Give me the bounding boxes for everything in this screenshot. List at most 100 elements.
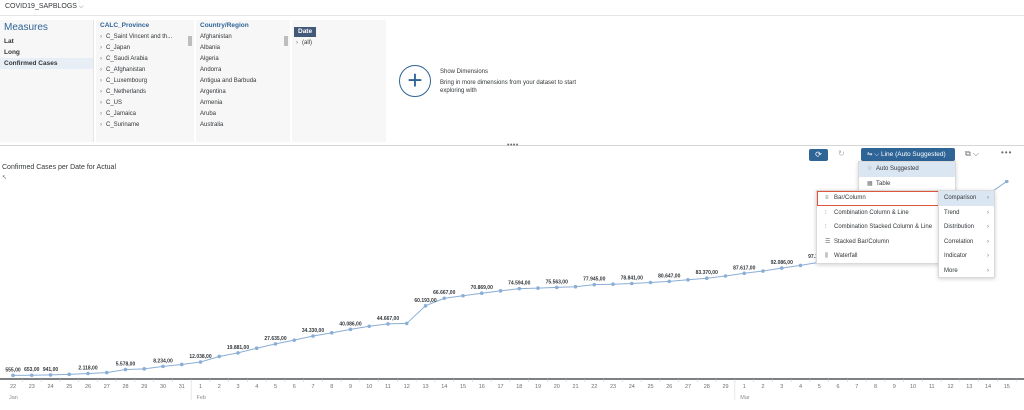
menu-item-combination-column-line[interactable]: ⫶ Combination Column & Line (817, 206, 939, 221)
menu-item-waterfall[interactable]: ⫼ Waterfall (817, 249, 939, 264)
more-button[interactable]: ••• (1001, 148, 1012, 157)
x-tick-label: 5 (274, 384, 277, 390)
x-tick-label: 14 (441, 384, 447, 390)
province-item[interactable]: › C_Saudi Arabia (96, 54, 194, 65)
x-tick-label: 10 (910, 384, 916, 390)
menu-item-table[interactable]: ▦ Table (859, 177, 955, 192)
measure-long[interactable]: Long (4, 49, 20, 56)
stacked-bar-icon: ☰ (825, 238, 831, 245)
refresh-button[interactable]: ⟳ (809, 149, 828, 161)
country-scrollbar[interactable] (284, 36, 288, 46)
data-point (311, 334, 315, 338)
chevron-right-icon: › (987, 238, 989, 245)
menu-category-more[interactable]: More › (939, 264, 994, 279)
menu-item-auto-suggested[interactable]: ♢ Auto Suggested (859, 162, 955, 177)
app-title-label: COVID19_SAPBLOGS (5, 3, 77, 10)
x-tick-label: 4 (799, 384, 802, 390)
country-item[interactable]: Afghanistan (196, 32, 290, 43)
x-tick-label: 11 (929, 384, 935, 390)
menu-category-label: Comparison (944, 195, 977, 201)
export-button[interactable]: ⧉ ⌵ (965, 149, 979, 159)
menu-category-indicator[interactable]: Indicator › (939, 249, 994, 264)
x-tick-label: 22 (10, 384, 16, 390)
province-item[interactable]: › C_Suriname (96, 120, 194, 131)
country-item[interactable]: Albania (196, 43, 290, 54)
data-label: 87.617,00 (733, 265, 755, 271)
data-point (217, 354, 222, 359)
x-tick-label: 30 (160, 384, 166, 390)
chart-type-button[interactable]: ⇋ ⌵ Line (Auto Suggested) (861, 148, 955, 161)
province-item[interactable]: › C_Saint Vincent and th... (96, 32, 194, 43)
resize-grip-icon[interactable]: •••• (507, 142, 519, 149)
province-item-label: C_Jamaica (106, 111, 137, 117)
x-tick-label: 12 (947, 384, 953, 390)
chevron-right-icon: › (100, 111, 102, 117)
menu-item-stacked-bar-column[interactable]: ☰ Stacked Bar/Column (817, 235, 939, 250)
x-tick-label: 29 (722, 384, 728, 390)
x-tick-label: 1 (743, 384, 746, 390)
country-item[interactable]: Antigua and Barbuda (196, 76, 290, 87)
province-item[interactable]: › C_US (96, 98, 194, 109)
province-item-label: C_Netherlands (106, 89, 147, 95)
province-item[interactable]: › C_Netherlands (96, 87, 194, 98)
province-item-label: C_Japan (106, 45, 131, 51)
country-item-label: Algeria (200, 56, 219, 62)
data-label: 66.667,00 (433, 290, 455, 296)
show-dimensions-title: Show Dimensions (440, 69, 489, 75)
data-label: 653,00 (24, 367, 40, 373)
menu-category-correlation[interactable]: Correlation › (939, 235, 994, 250)
panel-divider[interactable] (0, 145, 1024, 146)
data-point (179, 362, 184, 367)
add-dimension-button[interactable]: + (399, 65, 431, 97)
x-tick-label: 4 (255, 384, 258, 390)
menu-category-trend[interactable]: Trend › (939, 206, 994, 221)
show-dimensions-description: Bring in more dimensions from your datas… (440, 80, 577, 94)
data-point (479, 291, 484, 296)
measure-confirmed-cases[interactable]: Confirmed Cases (0, 58, 93, 69)
province-item[interactable]: › C_Luxembourg (96, 76, 194, 87)
country-item[interactable]: Argentina (196, 87, 290, 98)
more-icon: ••• (1001, 148, 1013, 157)
province-scrollbar[interactable] (188, 36, 192, 46)
chevron-down-icon[interactable]: ⌵ (78, 4, 84, 10)
data-point (498, 289, 503, 293)
data-point (798, 263, 803, 268)
data-point (273, 342, 278, 346)
menu-item-label: Stacked Bar/Column (834, 238, 890, 245)
x-tick-label: 8 (330, 384, 333, 390)
data-point (67, 372, 72, 377)
x-tick-label: 25 (647, 384, 653, 390)
data-point (142, 367, 147, 371)
province-item[interactable]: › C_Japan (96, 43, 194, 54)
province-panel: CALC_Province › C_Saint Vincent and th...… (96, 20, 194, 142)
country-item[interactable]: Armenia (196, 98, 290, 109)
country-item[interactable]: Andorra (196, 65, 290, 76)
menu-category-comparison[interactable]: Comparison › (939, 191, 994, 206)
data-label: 75.563,00 (546, 279, 568, 285)
chevron-right-icon: › (987, 267, 989, 274)
data-label: 34.330,00 (302, 328, 324, 334)
app-title[interactable]: COVID19_SAPBLOGS ⌵ (5, 3, 84, 11)
menu-item-label: Bar/Column (834, 195, 866, 201)
province-item[interactable]: › C_Afghanistan (96, 65, 194, 76)
menu-item-bar-column[interactable]: ≡ Bar/Column (817, 191, 939, 206)
menu-category-distribution[interactable]: Distribution › (939, 220, 994, 235)
redo-button[interactable]: ↻ (838, 149, 845, 158)
chevron-right-icon: › (100, 122, 102, 128)
country-item[interactable]: Aruba (196, 109, 290, 120)
x-tick-label: 28 (704, 384, 710, 390)
menu-item-label: Combination Stacked Column & Line (834, 224, 933, 230)
data-label: 80.647,00 (658, 273, 680, 279)
date-item-all[interactable]: › (all) (292, 38, 386, 49)
province-item[interactable]: › C_Jamaica (96, 109, 194, 120)
country-item[interactable]: Algeria (196, 54, 290, 65)
data-point (329, 331, 334, 335)
menu-item-combination-stacked-column-line[interactable]: ⫶ Combination Stacked Column & Line (817, 220, 939, 235)
chart-filter-icon: ↖ (2, 175, 8, 181)
country-item[interactable]: Australia (196, 120, 290, 131)
month-label: Jan (9, 395, 18, 401)
measure-lat[interactable]: Lat (4, 38, 14, 45)
chevron-right-icon: › (100, 100, 102, 106)
date-title[interactable]: Date (294, 27, 317, 37)
data-point (292, 338, 297, 342)
